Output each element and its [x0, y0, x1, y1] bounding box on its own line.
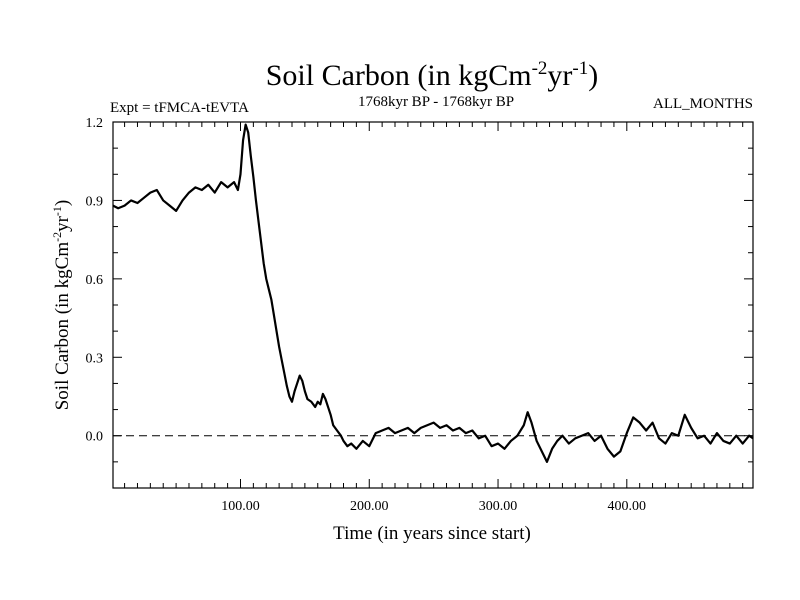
- x-tick-label: 200.00: [350, 499, 389, 514]
- y-tick-label: 0.0: [86, 430, 104, 445]
- x-axis-label: Time (in years since start): [333, 523, 531, 544]
- y-tick-label: 1.2: [86, 116, 104, 131]
- x-tick-label: 400.00: [608, 499, 647, 514]
- x-axis-ticks: [124, 122, 744, 488]
- y-axis-label: Soil Carbon (in kgCm-2yr-1): [50, 200, 73, 411]
- x-tick-label: 300.00: [479, 499, 518, 514]
- x-tick-label: 100.00: [221, 499, 260, 514]
- chart-title: Soil Carbon (in kgCm-2yr-1): [266, 58, 599, 92]
- y-tick-label: 0.6: [86, 273, 104, 288]
- soil-carbon-series-line: [112, 123, 754, 463]
- x-axis-tick-labels: 100.00 200.00 300.00 400.00: [221, 499, 646, 514]
- subtitle-months: ALL_MONTHS: [653, 96, 753, 112]
- subtitle-experiment: Expt = tFMCA-tEVTA: [110, 100, 249, 116]
- y-tick-label: 0.3: [86, 351, 104, 366]
- y-tick-label: 0.9: [86, 194, 104, 209]
- subtitle-period: 1768kyr BP - 1768kyr BP: [358, 94, 514, 110]
- y-axis-tick-labels: 0.0 0.3 0.6 0.9 1.2: [86, 116, 104, 445]
